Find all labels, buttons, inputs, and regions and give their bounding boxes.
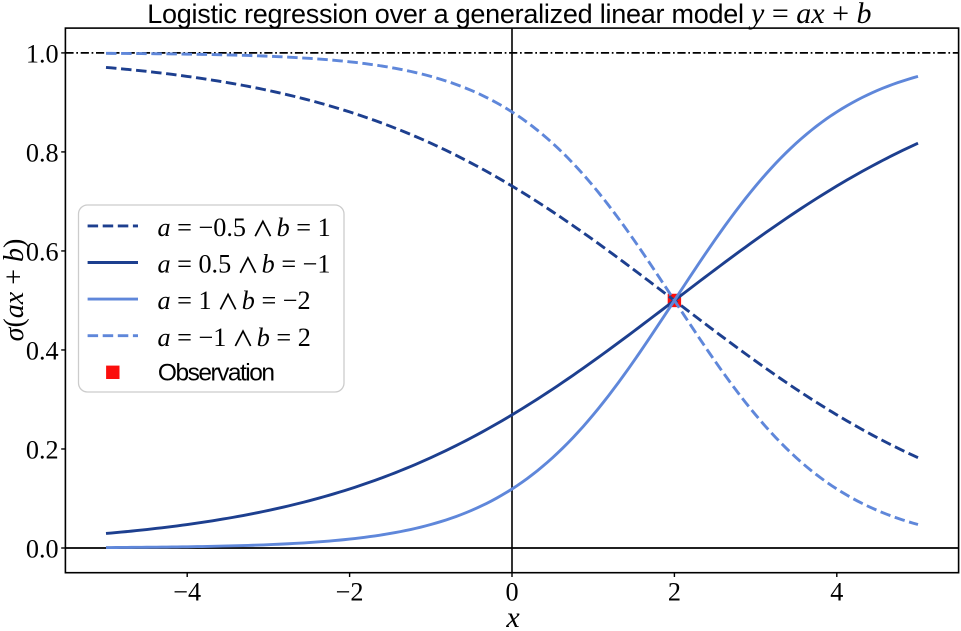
svg-text:b = −2: b = −2 — [242, 286, 311, 315]
svg-text:b = −1: b = −1 — [262, 250, 331, 279]
svg-text:1.0: 1.0 — [26, 40, 59, 69]
svg-text:0.0: 0.0 — [26, 535, 59, 564]
svg-text:Observation: Observation — [158, 359, 274, 386]
svg-text:0: 0 — [505, 578, 518, 607]
svg-text:0.8: 0.8 — [26, 139, 59, 168]
svg-text:2: 2 — [668, 578, 681, 607]
svg-text:a = 0.5: a = 0.5 — [158, 250, 232, 279]
svg-text:0.4: 0.4 — [26, 337, 59, 366]
svg-text:0.2: 0.2 — [26, 436, 59, 465]
svg-text:b = 2: b = 2 — [257, 323, 311, 352]
svg-text:4: 4 — [830, 578, 843, 607]
svg-text:b = 1: b = 1 — [277, 213, 331, 242]
svg-text:a = 1: a = 1 — [158, 286, 212, 315]
svg-text:a = −0.5: a = −0.5 — [158, 213, 246, 242]
svg-text:0.6: 0.6 — [26, 238, 59, 267]
svg-text:−4: −4 — [173, 578, 201, 607]
svg-text:−2: −2 — [336, 578, 364, 607]
svg-text:σ(ax + b): σ(ax + b) — [0, 239, 30, 342]
svg-text:a = −1: a = −1 — [158, 323, 227, 352]
svg-text:x: x — [505, 601, 520, 631]
svg-text:Logistic regression over a gen: Logistic regression over a generalized l… — [147, 0, 871, 30]
